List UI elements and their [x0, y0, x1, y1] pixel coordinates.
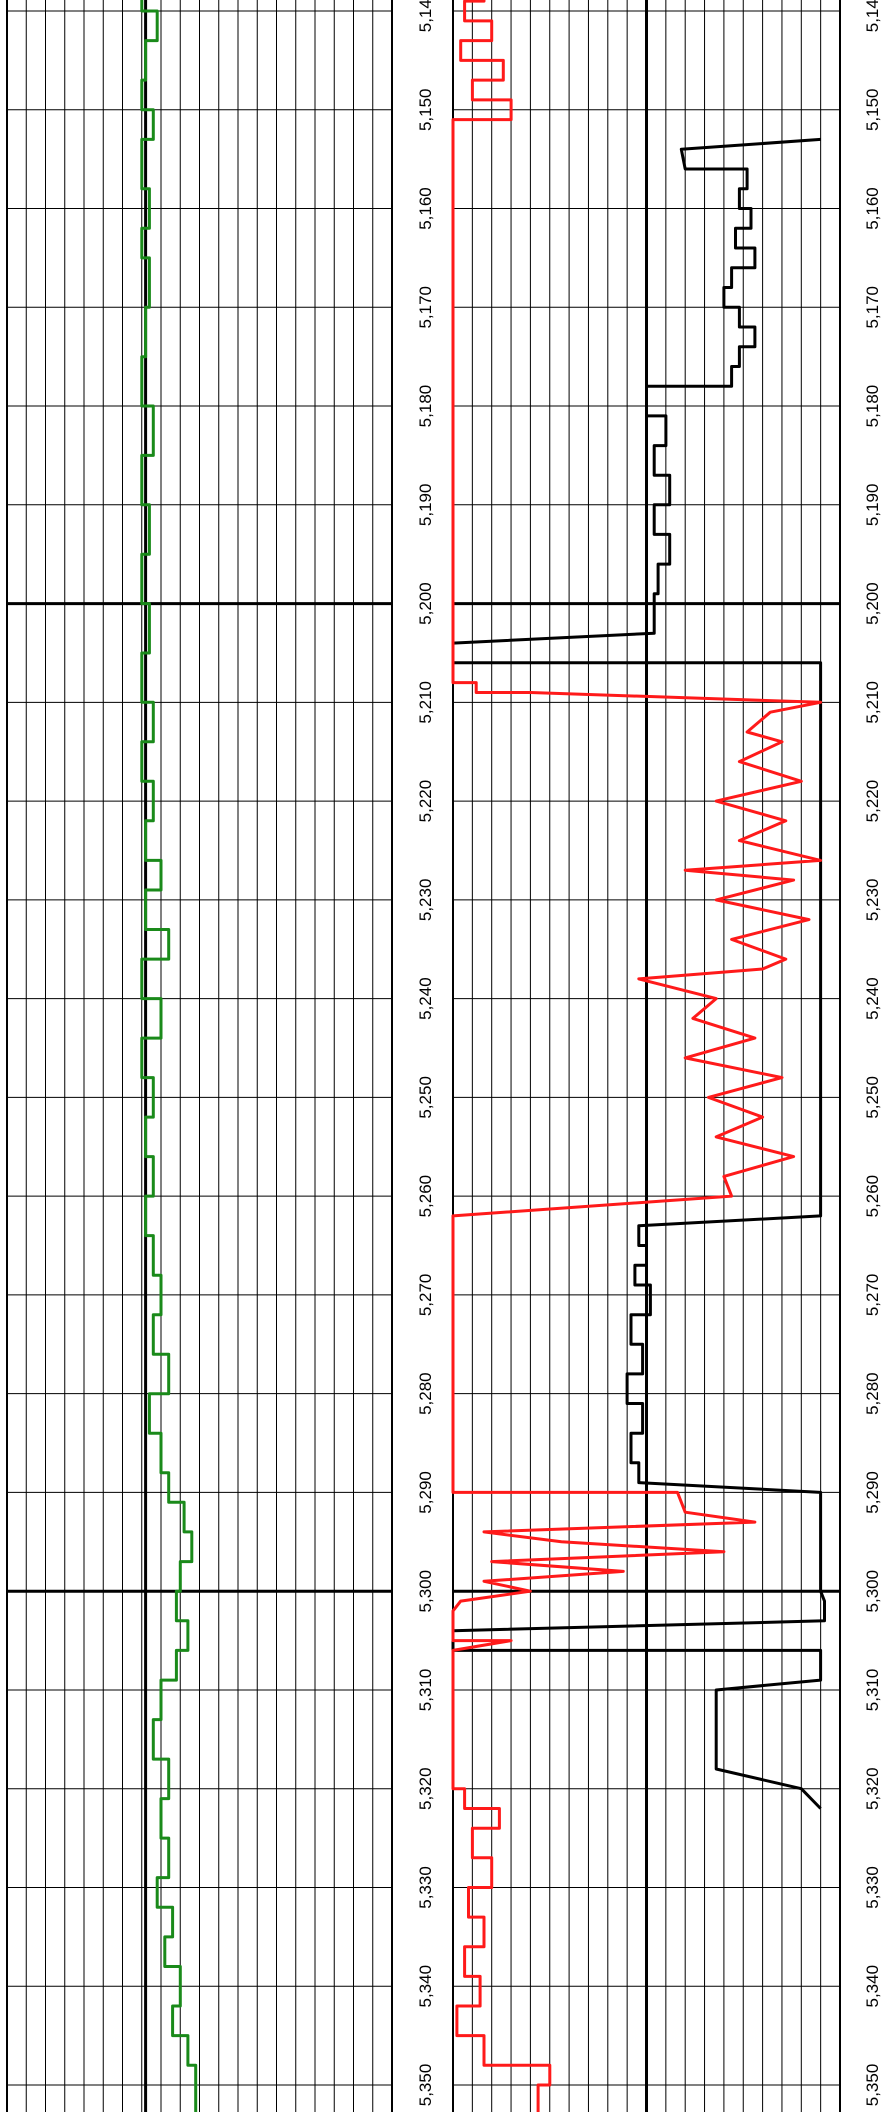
depth-tick-label: 5,350	[863, 2064, 882, 2107]
depth-tick-label: 5,150	[416, 88, 435, 131]
depth-tick-label: 5,160	[863, 187, 882, 230]
depth-tick-label: 5,310	[863, 1669, 882, 1712]
curve-layer	[140, 0, 826, 2112]
depth-tick-label: 5,240	[416, 977, 435, 1020]
depth-tick-label: 5,320	[863, 1767, 882, 1810]
depth-tick-label: 5,300	[863, 1570, 882, 1613]
depth-tick-label: 5,340	[863, 1965, 882, 2008]
depth-tick-label: 5,200	[416, 582, 435, 625]
depth-tick-label: 5,140	[416, 0, 435, 32]
depth-tick-label: 5,290	[416, 1471, 435, 1514]
depth-tick-label: 5,330	[416, 1866, 435, 1909]
depth-tick-label: 5,340	[416, 1965, 435, 2008]
depth-tick-label: 5,230	[863, 879, 882, 922]
depth-tick-label: 5,180	[416, 385, 435, 428]
depth-tick-label: 5,270	[416, 1274, 435, 1317]
depth-tick-label: 5,240	[863, 977, 882, 1020]
depth-tick-label: 5,210	[863, 681, 882, 724]
depth-tick-label: 5,150	[863, 88, 882, 131]
depth-tick-label: 5,270	[863, 1274, 882, 1317]
depth-tick-label: 5,190	[863, 484, 882, 527]
depth-tick-label: 5,260	[416, 1175, 435, 1218]
depth-tick-label: 5,280	[863, 1372, 882, 1415]
depth-tick-label: 5,250	[416, 1076, 435, 1119]
depth-tick-label: 5,160	[416, 187, 435, 230]
depth-tick-label: 5,310	[416, 1669, 435, 1712]
depth-tick-label: 5,250	[863, 1076, 882, 1119]
black-curve-track-2	[451, 137, 826, 1810]
depth-tick-label: 5,170	[416, 286, 435, 329]
grid-layer	[6, 0, 841, 2112]
depth-tick-label: 5,230	[416, 879, 435, 922]
depth-tick-label: 5,260	[863, 1175, 882, 1218]
depth-tick-label: 5,210	[416, 681, 435, 724]
depth-tick-label: 5,170	[863, 286, 882, 329]
depth-tick-label: 5,180	[863, 385, 882, 428]
depth-tick-label: 5,280	[416, 1372, 435, 1415]
depth-tick-label: 5,140	[863, 0, 882, 32]
depth-labels: 5,140 5,140 5,150 5,150 5,160 5,160 5,170 5,170…	[416, 0, 882, 2106]
depth-tick-label: 5,320	[416, 1767, 435, 1810]
depth-tick-label: 5,290	[863, 1471, 882, 1514]
depth-tick-label: 5,220	[863, 780, 882, 823]
depth-tick-label: 5,190	[416, 484, 435, 527]
red-curve-track-2	[451, 0, 823, 2112]
depth-tick-label: 5,220	[416, 780, 435, 823]
depth-tick-label: 5,200	[863, 582, 882, 625]
depth-tick-label: 5,330	[863, 1866, 882, 1909]
depth-tick-label: 5,350	[416, 2064, 435, 2107]
green-curve-track-1	[140, 0, 198, 2112]
depth-tick-label: 5,300	[416, 1570, 435, 1613]
